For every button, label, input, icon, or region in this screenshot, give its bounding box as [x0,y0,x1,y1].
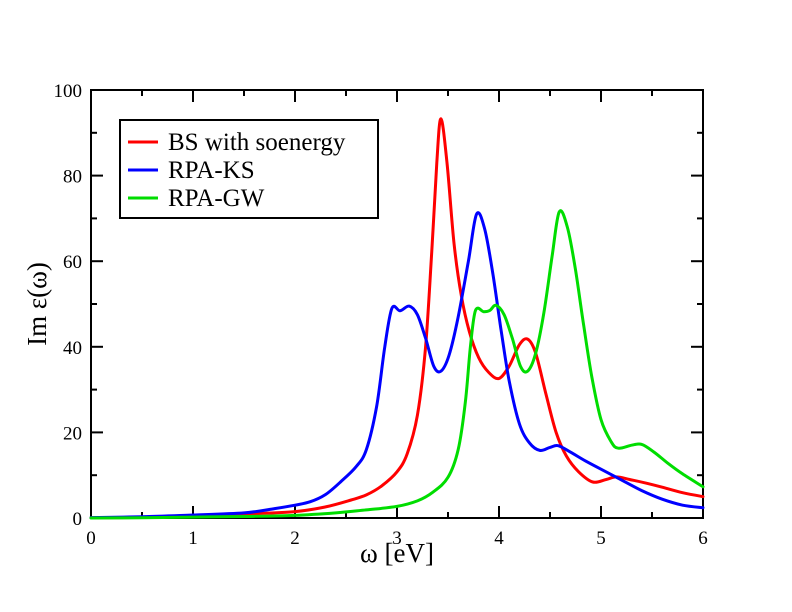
curve-rpa-gw [89,209,705,520]
y-tick-label: 60 [63,252,82,273]
y-axis-label: Im ε(ω) [22,262,52,346]
x-tick-label: 1 [188,528,198,549]
x-tick-label: 6 [698,528,708,549]
y-tick-label: 100 [54,81,83,102]
curves [89,117,705,520]
curve-rpa-ks [89,211,705,520]
legend: BS with soenergy RPA-KS RPA-GW [119,119,379,219]
y-tick-label: 80 [63,167,82,188]
x-tick-label: 2 [290,528,300,549]
x-tick-label: 3 [392,528,402,549]
legend-label-bs: BS with soenergy [168,129,346,156]
y-tick-label: 0 [73,509,83,530]
x-tick-label: 0 [86,528,96,549]
x-tick-label: 5 [596,528,606,549]
curve-bs-with-soenergy [89,117,705,520]
axis-ticks [90,89,704,519]
x-tick-label: 4 [494,528,504,549]
legend-label-rpagw: RPA-GW [168,185,265,212]
legend-box [119,119,379,219]
legend-label-rpaks: RPA-KS [168,157,255,184]
y-tick-label: 20 [63,423,82,444]
y-tick-label: 40 [63,338,82,359]
x-axis-label: ω [eV] [360,538,434,568]
